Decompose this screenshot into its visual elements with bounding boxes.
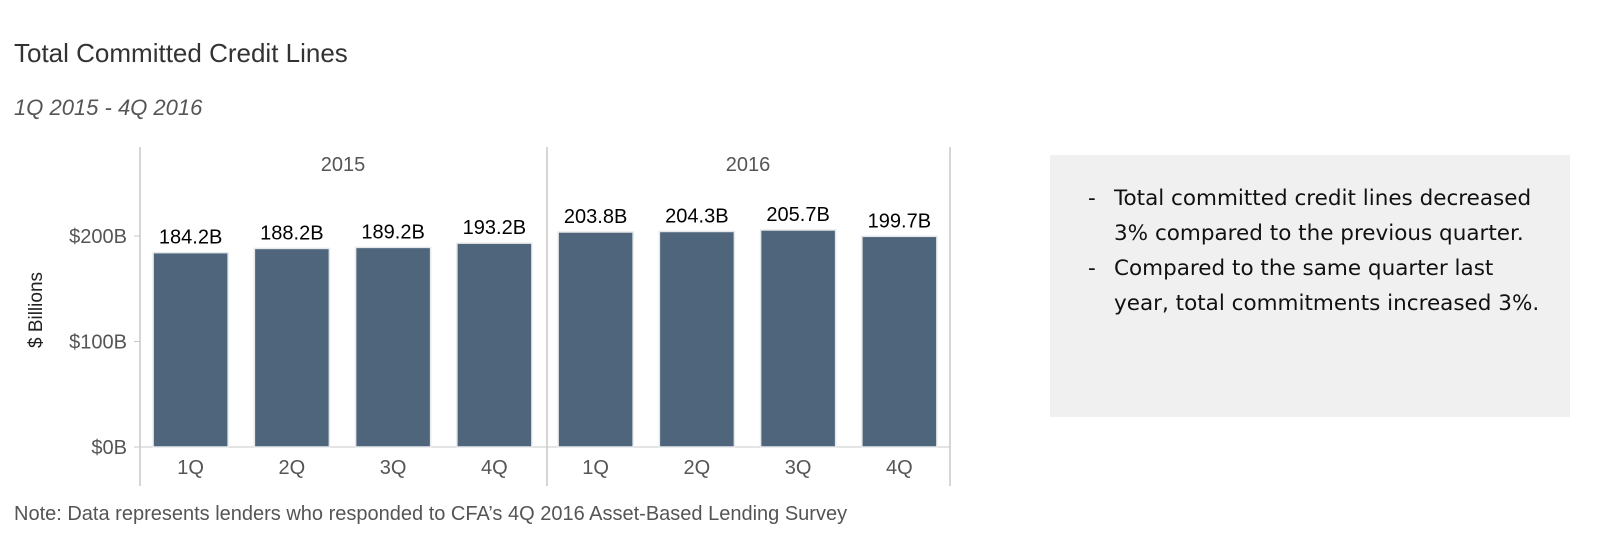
chart-title: Total Committed Credit Lines [14, 38, 348, 68]
data-label: 189.2B [361, 221, 424, 243]
bar [759, 229, 837, 448]
footnote: Note: Data represents lenders who respon… [14, 503, 848, 525]
y-axis-title: $ Billions [26, 272, 47, 348]
data-label: 199.7B [868, 210, 931, 232]
y-tick-label: $100B [69, 332, 127, 354]
y-tick-label: $0B [91, 437, 127, 459]
bar [152, 251, 229, 448]
commentary-item: Total committed credit lines decreased 3… [1088, 181, 1550, 251]
data-label: 188.2B [260, 222, 323, 244]
data-label: 205.7B [766, 204, 829, 226]
group-header: 2016 [726, 154, 771, 176]
x-tick-label: 2Q [684, 457, 711, 479]
data-label: 193.2B [463, 217, 526, 239]
x-tick-label: 2Q [279, 457, 306, 479]
data-label: 203.8B [564, 206, 627, 228]
bar [253, 247, 331, 448]
y-tick-label: $200B [69, 226, 127, 248]
chart-subtitle: 1Q 2015 - 4Q 2016 [14, 95, 203, 120]
bar [354, 246, 432, 448]
bar [456, 242, 533, 448]
x-tick-label: 1Q [582, 457, 609, 479]
data-label: 204.3B [665, 205, 728, 227]
bar [658, 230, 736, 448]
commentary-item: Compared to the same quarter last year, … [1088, 251, 1550, 321]
commentary-panel: Total committed credit lines decreased 3… [1050, 155, 1570, 417]
x-tick-label: 4Q [481, 457, 508, 479]
data-label: 184.2B [159, 227, 222, 249]
group-header: 2015 [321, 154, 366, 176]
x-tick-label: 3Q [380, 457, 407, 479]
bar [557, 231, 634, 448]
x-tick-label: 4Q [886, 457, 913, 479]
bar [861, 235, 938, 448]
x-tick-label: 3Q [785, 457, 812, 479]
bar-chart: $ Billions $0B $100B $200B 2015 2016 184.2B 1Q 1… [26, 147, 951, 486]
x-tick-label: 1Q [177, 457, 204, 479]
